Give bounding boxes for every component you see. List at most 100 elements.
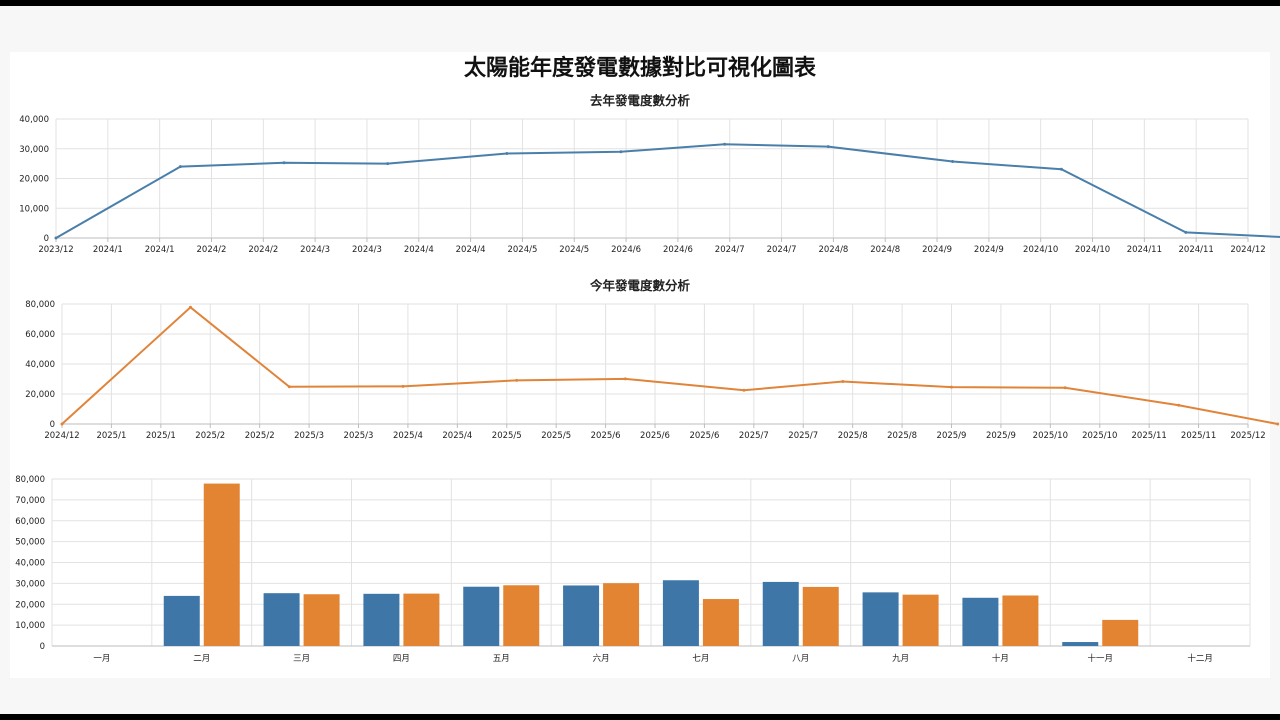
bar xyxy=(463,586,500,646)
x-tick-label: 四月 xyxy=(393,654,410,664)
bar xyxy=(762,581,799,646)
data-point xyxy=(282,161,286,165)
data-point xyxy=(1059,167,1063,171)
bar xyxy=(303,594,340,646)
x-tick-label: 2025/6 xyxy=(640,431,670,441)
y-tick-label: 30,000 xyxy=(15,579,45,589)
page-title: 太陽能年度發電數據對比可視化圖表 xyxy=(463,56,816,81)
x-tick-label: 二月 xyxy=(193,654,210,664)
x-tick-label: 2025/8 xyxy=(887,431,917,441)
y-tick-label: 40,000 xyxy=(15,559,45,569)
x-tick-label: 2024/7 xyxy=(715,245,745,255)
data-point xyxy=(1276,422,1280,426)
bar xyxy=(1002,595,1039,646)
x-tick-label: 六月 xyxy=(593,653,610,664)
data-point xyxy=(60,422,64,426)
y-tick-label: 60,000 xyxy=(25,330,55,340)
bar xyxy=(263,593,300,646)
x-tick-label: 2024/2 xyxy=(197,245,227,255)
x-tick-label: 2024/10 xyxy=(1075,245,1110,255)
x-tick-label: 2024/9 xyxy=(974,245,1004,255)
x-tick-label: 2025/11 xyxy=(1181,431,1216,441)
y-tick-label: 80,000 xyxy=(15,475,45,485)
y-tick-label: 40,000 xyxy=(19,115,49,125)
x-tick-label: 九月 xyxy=(892,654,909,664)
bar xyxy=(163,595,200,646)
x-tick-label: 2024/6 xyxy=(611,245,641,255)
x-tick-label: 2024/4 xyxy=(404,245,434,255)
x-tick-label: 八月 xyxy=(792,654,809,664)
data-point xyxy=(742,388,746,392)
x-tick-label: 三月 xyxy=(293,654,310,664)
data-point xyxy=(401,384,405,388)
data-point xyxy=(1063,386,1067,390)
y-tick-label: 20,000 xyxy=(15,600,45,610)
y-tick-label: 60,000 xyxy=(15,517,45,527)
x-tick-label: 2025/5 xyxy=(541,431,571,441)
y-tick-label: 40,000 xyxy=(25,360,55,370)
data-point xyxy=(841,380,845,384)
x-tick-label: 2025/11 xyxy=(1132,431,1167,441)
data-point xyxy=(515,378,519,382)
y-tick-label: 0 xyxy=(44,234,49,244)
bar xyxy=(1102,619,1139,646)
bar xyxy=(563,585,600,646)
x-tick-label: 2024/8 xyxy=(818,245,848,255)
x-tick-label: 2024/3 xyxy=(300,245,330,255)
data-point xyxy=(723,142,727,146)
bar xyxy=(662,580,699,646)
x-tick-label: 2024/12 xyxy=(44,431,79,441)
data-point xyxy=(505,152,509,156)
monthly-comparison-bar-chart: 0 10,000 20,000 30,000 40,000 50,000 60,000 70,… xyxy=(15,475,1251,664)
x-tick-label: 2024/6 xyxy=(663,245,693,255)
x-tick-label: 2025/4 xyxy=(393,431,423,441)
bar xyxy=(802,586,839,646)
data-point xyxy=(951,160,955,164)
x-tick-label: 2024/2 xyxy=(248,245,278,255)
data-point xyxy=(623,377,627,381)
y-tick-label: 20,000 xyxy=(25,390,55,400)
data-point xyxy=(188,305,192,309)
y-tick-label: 20,000 xyxy=(19,175,49,185)
x-tick-label: 2025/7 xyxy=(788,431,818,441)
x-tick-label: 2025/10 xyxy=(1082,431,1117,441)
x-tick-label: 2025/10 xyxy=(1033,431,1068,441)
data-point xyxy=(619,150,623,154)
data-point xyxy=(178,165,182,169)
chart-title: 去年發電度數分析 xyxy=(590,93,691,108)
x-tick-label: 2024/10 xyxy=(1023,245,1058,255)
bar xyxy=(702,599,739,646)
x-tick-label: 2025/6 xyxy=(591,431,621,441)
series-line xyxy=(55,143,1280,239)
this-year-line-chart: 今年發電度數分析 0 20,000 40,000 60,000 80,000 2024/12… xyxy=(25,278,1280,441)
bar xyxy=(403,593,440,646)
x-tick-label: 2024/3 xyxy=(352,245,382,255)
x-tick-label: 2024/12 xyxy=(1230,245,1265,255)
x-tick-label: 七月 xyxy=(692,654,709,664)
last-year-line-chart: 去年發電度數分析 0 10,000 20,000 30,000 40,000 2023/12… xyxy=(19,93,1280,255)
x-tick-label: 2024/1 xyxy=(145,245,175,255)
x-tick-label: 2024/11 xyxy=(1127,245,1162,255)
x-tick-label: 2025/5 xyxy=(492,431,522,441)
x-tick-label: 2025/12 xyxy=(1230,431,1265,441)
x-tick-label: 2025/6 xyxy=(689,431,719,441)
y-tick-label: 80,000 xyxy=(25,300,55,310)
y-tick-label: 10,000 xyxy=(15,621,45,631)
y-tick-label: 10,000 xyxy=(19,204,49,214)
bar xyxy=(363,593,400,646)
data-point xyxy=(54,236,58,240)
x-tick-label: 五月 xyxy=(493,654,510,664)
bar xyxy=(1062,642,1099,646)
x-tick-label: 十一月 xyxy=(1087,653,1113,664)
data-point xyxy=(826,145,830,149)
x-tick-label: 十月 xyxy=(992,653,1009,664)
x-tick-label: 2025/7 xyxy=(739,431,769,441)
x-tick-label: 2025/2 xyxy=(195,431,225,441)
y-tick-label: 50,000 xyxy=(15,538,45,548)
x-tick-label: 2023/12 xyxy=(38,245,73,255)
bar xyxy=(503,585,540,646)
data-point xyxy=(1177,403,1181,407)
data-point xyxy=(386,162,390,166)
x-tick-label: 十二月 xyxy=(1187,653,1213,664)
x-tick-label: 2025/3 xyxy=(294,431,324,441)
